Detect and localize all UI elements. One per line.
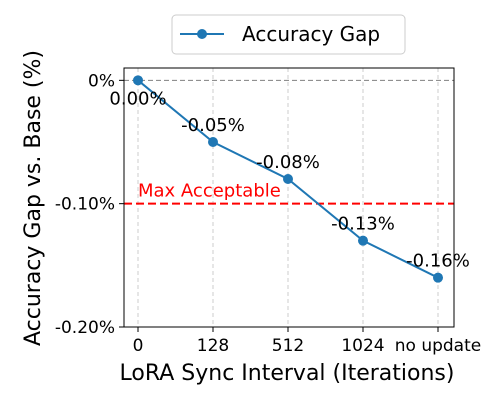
data-label: -0.16% [406, 251, 470, 272]
reference-lines-layer: Max Acceptable [124, 79, 454, 205]
y-tick-label: -0.20% [55, 318, 115, 338]
legend: Accuracy Gap [171, 14, 406, 55]
grid-layer [137, 68, 439, 327]
x-tick-label: 1024 [341, 336, 384, 356]
data-point-marker [283, 174, 293, 184]
x-tick-label: no update [395, 336, 481, 356]
data-point-marker [208, 137, 218, 147]
data-label: 0.00% [109, 88, 166, 109]
x-axis-title: LoRA Sync Interval (Iterations) [120, 361, 455, 386]
legend-marker-swatch [197, 29, 207, 39]
series-layer [133, 75, 443, 283]
data-point-marker [433, 272, 443, 283]
x-tick-label: 128 [197, 336, 229, 356]
x-tick-label: 512 [272, 336, 304, 356]
y-tick-label: -0.10% [55, 195, 115, 215]
data-point-marker [358, 235, 368, 246]
data-label: -0.05% [181, 115, 245, 136]
legend-label: Accuracy Gap [242, 22, 380, 46]
y-tick-label: 0% [88, 71, 115, 91]
legend-box [171, 14, 406, 55]
axes-layer: 0% -0.10% -0.20% 0 128 512 1024 no update [55, 67, 481, 356]
plot-frame [123, 67, 455, 328]
data-point-marker [133, 75, 143, 86]
data-label: -0.08% [256, 152, 320, 173]
threshold-label: Max Acceptable [138, 181, 281, 202]
x-tick-label: 0 [133, 336, 144, 356]
y-axis-title: Accuracy Gap vs. Base (%) [21, 50, 46, 346]
data-label: -0.13% [331, 214, 395, 235]
